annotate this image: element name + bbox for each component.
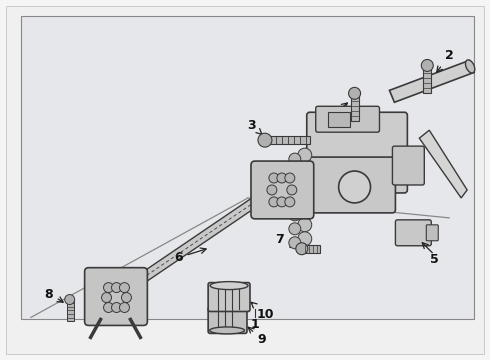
FancyBboxPatch shape xyxy=(6,6,484,354)
FancyBboxPatch shape xyxy=(265,136,310,144)
FancyBboxPatch shape xyxy=(423,66,431,93)
FancyBboxPatch shape xyxy=(21,15,474,319)
Circle shape xyxy=(298,162,312,176)
Circle shape xyxy=(289,195,301,207)
FancyBboxPatch shape xyxy=(316,106,379,132)
Circle shape xyxy=(101,293,112,302)
Text: 9: 9 xyxy=(248,327,266,346)
FancyBboxPatch shape xyxy=(302,245,319,253)
Circle shape xyxy=(269,173,279,183)
Polygon shape xyxy=(113,181,283,301)
Polygon shape xyxy=(419,130,467,198)
FancyBboxPatch shape xyxy=(208,283,250,311)
Circle shape xyxy=(285,173,295,183)
Circle shape xyxy=(120,302,129,312)
Text: 7: 7 xyxy=(275,233,296,247)
Circle shape xyxy=(65,294,74,305)
Circle shape xyxy=(289,237,301,249)
Circle shape xyxy=(296,243,308,255)
FancyBboxPatch shape xyxy=(395,220,431,246)
Circle shape xyxy=(298,148,312,162)
Text: 10: 10 xyxy=(251,302,274,321)
Circle shape xyxy=(421,59,433,71)
Ellipse shape xyxy=(210,282,248,289)
FancyBboxPatch shape xyxy=(392,146,424,185)
Circle shape xyxy=(120,283,129,293)
FancyBboxPatch shape xyxy=(426,225,438,241)
Circle shape xyxy=(287,185,297,195)
Circle shape xyxy=(269,197,279,207)
Text: 5: 5 xyxy=(430,253,439,266)
Ellipse shape xyxy=(210,327,245,334)
Circle shape xyxy=(103,283,114,293)
Circle shape xyxy=(285,197,295,207)
Circle shape xyxy=(289,181,301,193)
Circle shape xyxy=(298,176,312,190)
Circle shape xyxy=(122,293,131,302)
Circle shape xyxy=(348,87,361,99)
Circle shape xyxy=(289,167,301,179)
Text: 4: 4 xyxy=(328,103,347,122)
Text: 1: 1 xyxy=(250,318,259,331)
Text: 2: 2 xyxy=(437,49,454,72)
FancyBboxPatch shape xyxy=(208,307,247,333)
Circle shape xyxy=(339,171,370,203)
Circle shape xyxy=(103,302,114,312)
FancyBboxPatch shape xyxy=(85,268,147,325)
FancyBboxPatch shape xyxy=(67,300,74,321)
Circle shape xyxy=(298,218,312,232)
Circle shape xyxy=(267,185,277,195)
Circle shape xyxy=(289,209,301,221)
Text: 6: 6 xyxy=(174,248,206,264)
Text: 8: 8 xyxy=(45,288,53,301)
Circle shape xyxy=(289,223,301,235)
FancyBboxPatch shape xyxy=(328,112,349,127)
Circle shape xyxy=(298,204,312,218)
Polygon shape xyxy=(390,60,474,102)
Circle shape xyxy=(289,153,301,165)
FancyBboxPatch shape xyxy=(350,93,359,121)
Circle shape xyxy=(277,197,287,207)
Circle shape xyxy=(298,190,312,204)
Circle shape xyxy=(112,302,122,312)
Ellipse shape xyxy=(466,60,475,73)
FancyBboxPatch shape xyxy=(251,161,314,219)
FancyBboxPatch shape xyxy=(307,112,407,193)
Circle shape xyxy=(112,283,122,293)
FancyBboxPatch shape xyxy=(305,157,395,213)
Text: 3: 3 xyxy=(247,119,262,134)
Circle shape xyxy=(277,173,287,183)
Circle shape xyxy=(298,232,312,246)
Circle shape xyxy=(258,133,272,147)
